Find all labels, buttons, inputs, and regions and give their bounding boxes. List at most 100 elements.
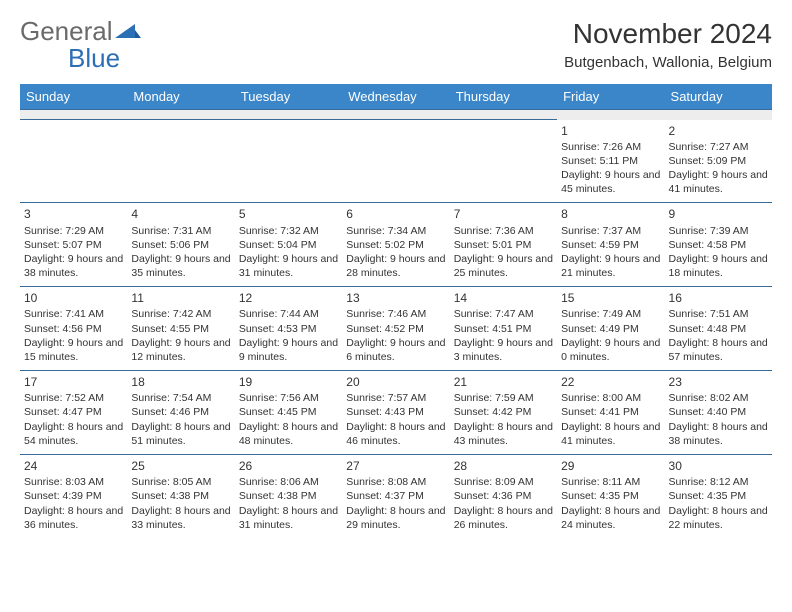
- day-cell: 12Sunrise: 7:44 AMSunset: 4:53 PMDayligh…: [235, 287, 342, 371]
- week-row: 10Sunrise: 7:41 AMSunset: 4:56 PMDayligh…: [20, 287, 772, 371]
- logo-text-2: Blue: [20, 43, 120, 73]
- day-info: Sunrise: 7:49 AMSunset: 4:49 PMDaylight:…: [561, 307, 660, 364]
- day-cell: 24Sunrise: 8:03 AMSunset: 4:39 PMDayligh…: [20, 455, 127, 538]
- daylight-line: Daylight: 9 hours and 15 minutes.: [24, 336, 123, 364]
- logo: General Blue: [20, 18, 141, 72]
- sunrise-line: Sunrise: 7:34 AM: [346, 224, 445, 238]
- sunset-line: Sunset: 4:46 PM: [131, 405, 230, 419]
- day-header-wednesday: Wednesday: [342, 84, 449, 110]
- sunset-line: Sunset: 4:55 PM: [131, 322, 230, 336]
- day-number: 7: [454, 206, 553, 222]
- daylight-line: Daylight: 9 hours and 0 minutes.: [561, 336, 660, 364]
- day-info: Sunrise: 8:12 AMSunset: 4:35 PMDaylight:…: [669, 475, 768, 532]
- day-cell: 20Sunrise: 7:57 AMSunset: 4:43 PMDayligh…: [342, 371, 449, 455]
- day-cell: 19Sunrise: 7:56 AMSunset: 4:45 PMDayligh…: [235, 371, 342, 455]
- daylight-line: Daylight: 9 hours and 35 minutes.: [131, 252, 230, 280]
- day-info: Sunrise: 7:27 AMSunset: 5:09 PMDaylight:…: [669, 140, 768, 197]
- sunrise-line: Sunrise: 7:26 AM: [561, 140, 660, 154]
- title-block: November 2024 Butgenbach, Wallonia, Belg…: [564, 18, 772, 71]
- day-info: Sunrise: 7:44 AMSunset: 4:53 PMDaylight:…: [239, 307, 338, 364]
- daylight-line: Daylight: 8 hours and 57 minutes.: [669, 336, 768, 364]
- sunset-line: Sunset: 4:38 PM: [239, 489, 338, 503]
- daylight-line: Daylight: 9 hours and 41 minutes.: [669, 168, 768, 196]
- sunrise-line: Sunrise: 7:56 AM: [239, 391, 338, 405]
- sunset-line: Sunset: 4:52 PM: [346, 322, 445, 336]
- calendar-header-row: SundayMondayTuesdayWednesdayThursdayFrid…: [20, 84, 772, 110]
- sunset-line: Sunset: 4:37 PM: [346, 489, 445, 503]
- empty-cell: [450, 120, 557, 203]
- day-header-sunday: Sunday: [20, 84, 127, 110]
- daylight-line: Daylight: 8 hours and 51 minutes.: [131, 420, 230, 448]
- day-cell: 26Sunrise: 8:06 AMSunset: 4:38 PMDayligh…: [235, 455, 342, 538]
- day-info: Sunrise: 7:41 AMSunset: 4:56 PMDaylight:…: [24, 307, 123, 364]
- day-cell: 3Sunrise: 7:29 AMSunset: 5:07 PMDaylight…: [20, 203, 127, 287]
- sunrise-line: Sunrise: 7:59 AM: [454, 391, 553, 405]
- daylight-line: Daylight: 9 hours and 38 minutes.: [24, 252, 123, 280]
- sunrise-line: Sunrise: 8:09 AM: [454, 475, 553, 489]
- day-cell: 23Sunrise: 8:02 AMSunset: 4:40 PMDayligh…: [665, 371, 772, 455]
- logo-text-1: General: [20, 16, 113, 46]
- logo-triangle-icon: [115, 22, 141, 45]
- day-info: Sunrise: 7:56 AMSunset: 4:45 PMDaylight:…: [239, 391, 338, 448]
- sunset-line: Sunset: 4:53 PM: [239, 322, 338, 336]
- day-header-friday: Friday: [557, 84, 664, 110]
- day-info: Sunrise: 8:06 AMSunset: 4:38 PMDaylight:…: [239, 475, 338, 532]
- daylight-line: Daylight: 9 hours and 21 minutes.: [561, 252, 660, 280]
- day-cell: 30Sunrise: 8:12 AMSunset: 4:35 PMDayligh…: [665, 455, 772, 538]
- month-title: November 2024: [564, 18, 772, 50]
- blank-row: [20, 110, 772, 120]
- sunset-line: Sunset: 4:35 PM: [669, 489, 768, 503]
- day-number: 27: [346, 458, 445, 474]
- sunset-line: Sunset: 5:09 PM: [669, 154, 768, 168]
- sunrise-line: Sunrise: 7:54 AM: [131, 391, 230, 405]
- day-info: Sunrise: 8:00 AMSunset: 4:41 PMDaylight:…: [561, 391, 660, 448]
- daylight-line: Daylight: 8 hours and 22 minutes.: [669, 504, 768, 532]
- day-cell: 11Sunrise: 7:42 AMSunset: 4:55 PMDayligh…: [127, 287, 234, 371]
- daylight-line: Daylight: 8 hours and 24 minutes.: [561, 504, 660, 532]
- week-row: 17Sunrise: 7:52 AMSunset: 4:47 PMDayligh…: [20, 371, 772, 455]
- week-row: 3Sunrise: 7:29 AMSunset: 5:07 PMDaylight…: [20, 203, 772, 287]
- daylight-line: Daylight: 8 hours and 48 minutes.: [239, 420, 338, 448]
- sunrise-line: Sunrise: 7:39 AM: [669, 224, 768, 238]
- sunrise-line: Sunrise: 7:49 AM: [561, 307, 660, 321]
- day-number: 13: [346, 290, 445, 306]
- day-info: Sunrise: 7:52 AMSunset: 4:47 PMDaylight:…: [24, 391, 123, 448]
- day-cell: 8Sunrise: 7:37 AMSunset: 4:59 PMDaylight…: [557, 203, 664, 287]
- day-info: Sunrise: 7:57 AMSunset: 4:43 PMDaylight:…: [346, 391, 445, 448]
- daylight-line: Daylight: 9 hours and 18 minutes.: [669, 252, 768, 280]
- day-number: 14: [454, 290, 553, 306]
- sunset-line: Sunset: 4:42 PM: [454, 405, 553, 419]
- day-number: 17: [24, 374, 123, 390]
- daylight-line: Daylight: 9 hours and 9 minutes.: [239, 336, 338, 364]
- daylight-line: Daylight: 8 hours and 36 minutes.: [24, 504, 123, 532]
- sunrise-line: Sunrise: 7:32 AM: [239, 224, 338, 238]
- sunset-line: Sunset: 5:04 PM: [239, 238, 338, 252]
- day-number: 20: [346, 374, 445, 390]
- day-number: 29: [561, 458, 660, 474]
- day-info: Sunrise: 7:32 AMSunset: 5:04 PMDaylight:…: [239, 224, 338, 281]
- day-number: 6: [346, 206, 445, 222]
- week-row: 1Sunrise: 7:26 AMSunset: 5:11 PMDaylight…: [20, 120, 772, 203]
- daylight-line: Daylight: 9 hours and 31 minutes.: [239, 252, 338, 280]
- empty-cell: [127, 120, 234, 203]
- day-number: 21: [454, 374, 553, 390]
- sunrise-line: Sunrise: 7:44 AM: [239, 307, 338, 321]
- day-cell: 10Sunrise: 7:41 AMSunset: 4:56 PMDayligh…: [20, 287, 127, 371]
- sunset-line: Sunset: 4:36 PM: [454, 489, 553, 503]
- day-header-tuesday: Tuesday: [235, 84, 342, 110]
- sunset-line: Sunset: 4:40 PM: [669, 405, 768, 419]
- sunrise-line: Sunrise: 7:51 AM: [669, 307, 768, 321]
- sunset-line: Sunset: 4:38 PM: [131, 489, 230, 503]
- location: Butgenbach, Wallonia, Belgium: [564, 54, 772, 71]
- sunrise-line: Sunrise: 8:12 AM: [669, 475, 768, 489]
- sunrise-line: Sunrise: 7:37 AM: [561, 224, 660, 238]
- day-number: 5: [239, 206, 338, 222]
- day-number: 30: [669, 458, 768, 474]
- day-number: 10: [24, 290, 123, 306]
- day-number: 18: [131, 374, 230, 390]
- sunrise-line: Sunrise: 7:47 AM: [454, 307, 553, 321]
- day-number: 11: [131, 290, 230, 306]
- day-info: Sunrise: 7:59 AMSunset: 4:42 PMDaylight:…: [454, 391, 553, 448]
- daylight-line: Daylight: 8 hours and 38 minutes.: [669, 420, 768, 448]
- empty-cell: [20, 120, 127, 203]
